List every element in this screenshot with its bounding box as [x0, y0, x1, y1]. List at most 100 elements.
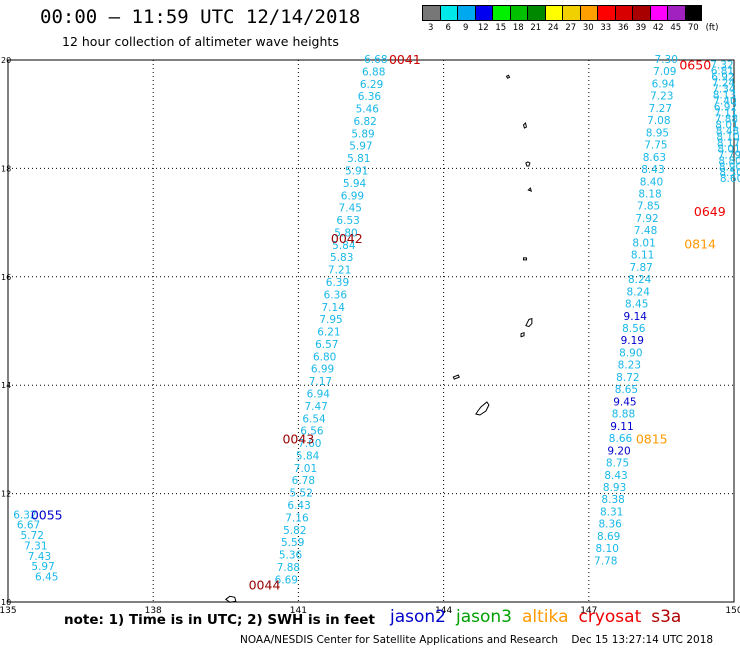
mission-altika: altika	[522, 607, 569, 627]
jason3-left-value: 7.31	[24, 540, 47, 552]
jason3-value: 6.94	[307, 388, 331, 400]
legend-swatch: 6	[439, 5, 457, 33]
color-legend: 3 6 9 12 15 18 21 24 27 30 33 36 39 42 45 70 (ft)	[422, 5, 722, 33]
hour-label-0055: 0055	[31, 507, 63, 522]
legend-swatch: 9	[457, 5, 475, 33]
altika-value: 8.88	[612, 409, 635, 421]
altika-value: 8.36	[598, 519, 622, 531]
mission-legend: jason2 jason3 altika cryosat s3a	[390, 607, 691, 627]
lon-tick-label: 144	[435, 606, 452, 616]
jason3-value: 6.36	[358, 91, 382, 103]
altika-value: 8.72	[616, 372, 639, 384]
tinian-outline	[520, 332, 525, 338]
jason3-value: 6.21	[317, 327, 340, 339]
mission-s3a: s3a	[651, 607, 682, 627]
altika-value: 7.48	[634, 225, 657, 237]
jason3-value: 5.91	[345, 165, 368, 177]
legend-swatch: 18	[509, 5, 527, 33]
legend-label: 3	[428, 23, 434, 33]
lat-tick-label: 18	[1, 164, 11, 173]
legend-swatch: 45	[667, 5, 685, 33]
altika-value: 8.93	[603, 482, 626, 494]
altika-value: 7.92	[635, 213, 658, 225]
altika-value: 7.78	[594, 555, 617, 567]
jason3-value: 6.43	[287, 500, 310, 512]
legend-swatch: 12	[474, 5, 492, 33]
legend-swatch: 70	[684, 5, 702, 33]
legend-label: 21	[530, 23, 542, 33]
altika-value: 8.45	[625, 299, 648, 311]
altika-right-value: 7.40	[713, 95, 736, 107]
altika-value: 9.11	[610, 421, 633, 433]
altika-value: 8.18	[638, 189, 661, 201]
jason3-left-value: 6.32	[13, 509, 36, 521]
lat-tick-label: 20	[1, 56, 11, 65]
jason3-value: 5.80	[334, 227, 357, 239]
maug-outline	[505, 74, 511, 79]
page-title: 00:00 – 11:59 UTC 12/14/2018	[40, 6, 361, 28]
footnote: note: 1) Time is in UTC; 2) SWH is in fe…	[64, 612, 375, 628]
altika-right-value: 8.10	[716, 131, 739, 143]
legend-label: 70	[687, 23, 699, 33]
altika-value: 8.01	[632, 237, 655, 249]
altika-value: 8.38	[601, 494, 624, 506]
altika-value: 8.75	[606, 458, 629, 470]
altika-value: 7.27	[649, 103, 672, 115]
altika-right-value: 8.80	[718, 155, 740, 167]
jason3-left-value: 6.45	[35, 572, 58, 584]
page-subtitle: 12 hour collection of altimeter wave hei…	[62, 34, 339, 49]
jason3-value: 6.99	[311, 364, 334, 376]
jason3-value: 5.46	[356, 104, 380, 116]
legend-label: 45	[670, 23, 682, 33]
altika-right-value: 7.32	[710, 59, 733, 71]
altika-value: 7.87	[629, 262, 652, 274]
altika-value: 7.08	[647, 115, 670, 127]
hour-label-0650: 0650	[679, 57, 711, 72]
jason3-value: 6.82	[353, 116, 376, 128]
jason3-value: 7.95	[319, 314, 342, 326]
jason3-value: 5.84	[332, 240, 356, 252]
lat-tick-label: 12	[1, 490, 11, 499]
altika-value: 9.19	[621, 335, 644, 347]
jason3-value: 6.68	[364, 54, 387, 66]
legend-label: 9	[463, 23, 469, 33]
jason3-value: 7.01	[294, 463, 317, 475]
altika-value: 8.24	[627, 286, 651, 298]
altika-value: 8.95	[646, 127, 669, 139]
altika-value: 7.09	[653, 66, 676, 78]
altika-right-value: 8.90	[719, 161, 740, 173]
jason3-value: 7.88	[277, 562, 300, 574]
altika-right-value: 7.88	[715, 113, 738, 125]
altika-right-value: 7.34	[712, 83, 736, 95]
altika-value: 8.31	[600, 506, 623, 518]
jason3-value: 6.56	[300, 426, 324, 438]
legend-label: 24	[547, 23, 559, 33]
pagan-outline	[527, 187, 533, 192]
jason3-left-value: 5.72	[21, 530, 44, 542]
altika-value: 6.94	[652, 78, 676, 90]
jason3-value: 6.53	[336, 215, 359, 227]
altika-value: 8.56	[622, 323, 646, 335]
altika-right-value: 8.17	[717, 137, 740, 149]
altika-right-value: 8.01	[715, 119, 738, 131]
legend-swatch: 21	[527, 5, 545, 33]
altika-value: 8.65	[615, 384, 638, 396]
altika-value: 8.43	[641, 164, 664, 176]
hour-label-0649: 0649	[694, 204, 726, 219]
legend-label: 33	[600, 23, 612, 33]
lon-tick-label: 150	[725, 606, 740, 616]
legend-label: 30	[582, 23, 594, 33]
jason3-value: 5.94	[343, 178, 367, 190]
credit-line: NOAA/NESDIS Center for Satellite Applica…	[240, 634, 714, 646]
saipan-outline	[525, 317, 533, 328]
jason3-value: 6.99	[341, 190, 364, 202]
jason3-value: 5.89	[351, 128, 374, 140]
legend-swatch: 27	[562, 5, 580, 33]
mission-jason2: jason2	[390, 607, 446, 627]
altika-value: 8.10	[596, 543, 619, 555]
legend-swatch: 3	[422, 5, 440, 33]
jason3-value: 6.69	[275, 574, 298, 586]
lat-tick-label: 14	[1, 381, 11, 390]
altika-value: 7.75	[644, 140, 667, 152]
map-frame	[7, 59, 735, 603]
